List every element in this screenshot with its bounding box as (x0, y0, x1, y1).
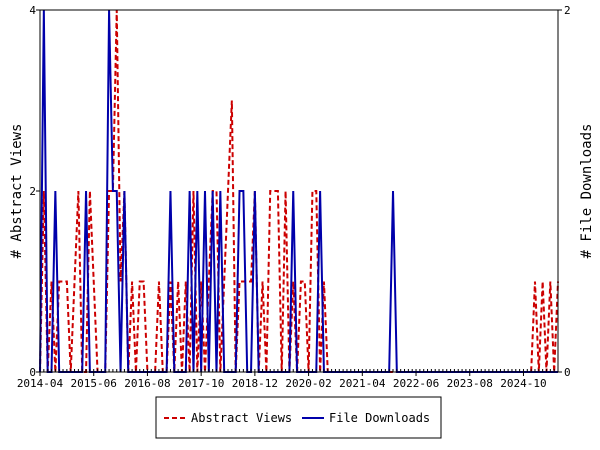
x-tick-label: 2018-12 (232, 377, 278, 390)
y-left-tick-label: 0 (29, 366, 36, 379)
y-right-tick-label: 0 (564, 366, 571, 379)
x-tick-label: 2020-02 (285, 377, 331, 390)
y-left-axis-title: # Abstract Views (9, 124, 25, 259)
legend: Abstract Views File Downloads (155, 396, 442, 439)
x-tick-label: 2024-10 (500, 377, 546, 390)
x-tick-label: 2015-06 (71, 377, 117, 390)
x-tick-label: 2023-08 (447, 377, 493, 390)
y-left-tick-label: 4 (29, 4, 36, 17)
x-tick-label: 2014-04 (17, 377, 64, 390)
x-tick-label: 2022-06 (393, 377, 439, 390)
x-tick-label: 2016-08 (124, 377, 170, 390)
y-right-tick-label: 2 (564, 4, 571, 17)
y-right-axis-title: # File Downloads (579, 124, 595, 259)
y-left-tick-label: 2 (29, 185, 36, 198)
x-tick-label: 2017-10 (178, 377, 224, 390)
x-tick-label: 2021-04 (339, 377, 386, 390)
legend-label-file-downloads: File Downloads (329, 411, 430, 425)
legend-box (155, 396, 442, 439)
legend-label-abstract-views: Abstract Views (191, 411, 292, 425)
